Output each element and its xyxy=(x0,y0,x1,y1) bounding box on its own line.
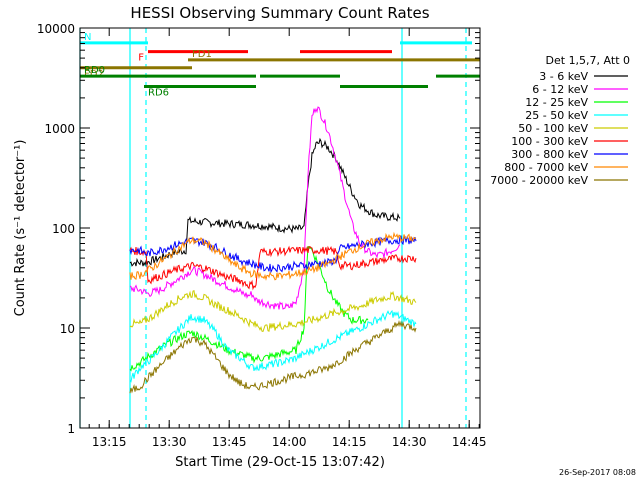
legend-title: Det 1,5,7, Att 0 xyxy=(546,54,630,67)
x-axis-label: Start Time (29-Oct-15 13:07:42) xyxy=(175,455,385,470)
legend-entry-label-6: 300 - 800 keV xyxy=(511,148,588,161)
y-tick-label-3: 1000 xyxy=(44,122,75,136)
x-tick-label-1: 13:30 xyxy=(152,435,187,449)
flag-f-label: F xyxy=(138,53,144,64)
series-5 xyxy=(129,245,417,291)
flag-rd6-label: RD6 xyxy=(148,88,169,99)
series-1-line-0 xyxy=(129,106,401,310)
legend-entry-label-2: 12 - 25 keV xyxy=(525,96,588,109)
footer-date: 26-Sep-2017 08:08 xyxy=(559,468,636,477)
axes: 13:15 13:30 13:45 14:00 14:15 14:30 14:45 1 10 10… xyxy=(37,22,487,449)
series-group xyxy=(129,106,417,394)
legend-entry-label-8: 7000 - 20000 keV xyxy=(490,174,588,187)
series-8 xyxy=(129,320,417,394)
x-tick-label-0: 13:15 xyxy=(92,435,127,449)
series-2-line-0 xyxy=(129,246,369,372)
series-0 xyxy=(129,137,401,268)
series-4 xyxy=(129,290,417,332)
legend-entry-label-1: 6 - 12 keV xyxy=(532,83,588,96)
series-2 xyxy=(129,246,369,372)
legend-entry-label-3: 25 - 50 keV xyxy=(525,109,588,122)
y-tick-label-0: 1 xyxy=(67,422,75,436)
legend-entry-label-4: 50 - 100 keV xyxy=(518,122,588,135)
y-tick-label-1: 10 xyxy=(60,322,75,336)
legend-entry-label-5: 100 - 300 keV xyxy=(511,135,588,148)
legend-entry-label-0: 3 - 6 keV xyxy=(539,70,588,83)
flag-fd2-label: FD2 xyxy=(84,69,104,80)
series-3-line-0 xyxy=(129,309,417,383)
legend-entry-label-7: 800 - 7000 keV xyxy=(504,161,588,174)
series-0-line-0 xyxy=(129,137,401,268)
x-tick-label-2: 13:45 xyxy=(212,435,247,449)
y-tick-label-4: 10000 xyxy=(37,22,75,36)
x-tick-label-5: 14:30 xyxy=(392,435,427,449)
series-7-line-0 xyxy=(129,231,417,281)
series-8-line-0 xyxy=(129,320,417,394)
series-3 xyxy=(129,309,417,383)
series-5-line-0 xyxy=(129,245,417,291)
series-6 xyxy=(129,235,417,274)
series-4-line-0 xyxy=(129,290,417,332)
x-tick-label-6: 14:45 xyxy=(452,435,487,449)
flag-rd0-label: RD0 xyxy=(84,65,105,76)
flag-n-label: N xyxy=(84,32,91,43)
flag-fd1-label: FD1 xyxy=(192,49,212,60)
series-7 xyxy=(129,231,417,281)
y-axis-label: Count Rate (s⁻¹ detector⁻¹) xyxy=(13,140,28,317)
x-tick-label-4: 14:15 xyxy=(332,435,367,449)
x-tick-label-3: 14:00 xyxy=(272,435,307,449)
chart-title: HESSI Observing Summary Count Rates xyxy=(130,4,429,22)
series-1 xyxy=(129,106,401,310)
series-6-line-0 xyxy=(129,235,417,274)
y-tick-label-2: 100 xyxy=(52,222,75,236)
